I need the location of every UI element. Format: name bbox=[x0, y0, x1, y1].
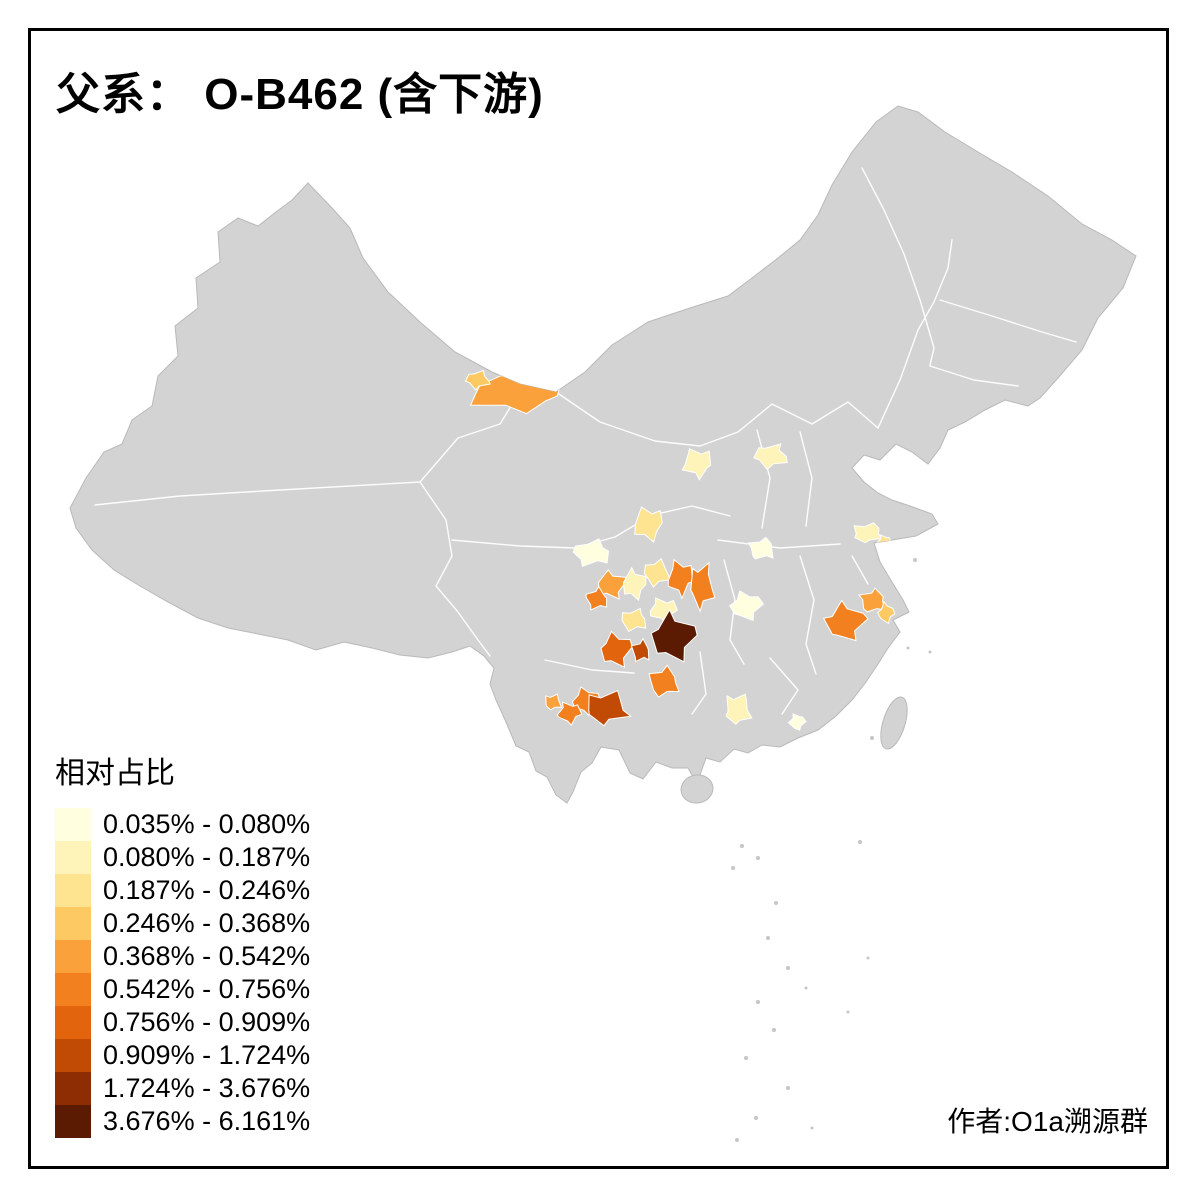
map-region bbox=[634, 506, 663, 543]
map-region bbox=[588, 690, 632, 727]
legend-label: 0.246% - 0.368% bbox=[103, 908, 311, 938]
map-region bbox=[853, 522, 886, 544]
legend-label: 0.756% - 0.909% bbox=[103, 1007, 311, 1037]
map-region bbox=[857, 587, 887, 613]
map-region bbox=[650, 608, 698, 663]
province-borders bbox=[94, 167, 1077, 715]
legend-row: 0.756% - 0.909% bbox=[55, 1006, 310, 1039]
map-region bbox=[572, 538, 610, 567]
map-region bbox=[630, 637, 650, 663]
map-region bbox=[681, 448, 712, 481]
map-region bbox=[747, 536, 774, 560]
legend: 相对占比 0.035% - 0.080% 0.080% - 0.187% 0.187… bbox=[55, 748, 310, 1138]
legend-row: 0.080% - 0.187% bbox=[55, 841, 310, 874]
map-region bbox=[643, 557, 672, 588]
legend-swatch bbox=[55, 1039, 91, 1072]
legend-label: 0.035% - 0.080% bbox=[103, 809, 311, 839]
legend-row: 0.542% - 0.756% bbox=[55, 973, 310, 1006]
legend-label: 0.080% - 0.187% bbox=[103, 842, 311, 872]
map-region bbox=[822, 599, 869, 642]
map-region bbox=[753, 443, 788, 471]
legend-label: 0.542% - 0.756% bbox=[103, 974, 311, 1004]
choropleth-regions bbox=[464, 369, 896, 731]
map-region bbox=[556, 701, 583, 727]
map-region bbox=[464, 369, 491, 391]
map-region bbox=[585, 585, 608, 611]
legend-label: 0.909% - 1.724% bbox=[103, 1040, 311, 1070]
legend-row: 1.724% - 3.676% bbox=[55, 1072, 310, 1105]
legend-swatch bbox=[55, 841, 91, 874]
map-region bbox=[621, 607, 647, 632]
map-region bbox=[600, 630, 633, 669]
map-region bbox=[597, 569, 627, 600]
map-region bbox=[876, 600, 896, 625]
map-region bbox=[729, 590, 765, 622]
legend-label: 0.187% - 0.246% bbox=[103, 875, 311, 905]
legend-label: 3.676% - 6.161% bbox=[103, 1106, 311, 1136]
legend-swatch bbox=[55, 907, 91, 940]
taiwan-island bbox=[880, 696, 908, 750]
map-region bbox=[648, 664, 680, 698]
legend-row: 0.035% - 0.080% bbox=[55, 808, 310, 841]
legend-swatch bbox=[55, 1072, 91, 1105]
map-region bbox=[622, 566, 647, 602]
legend-swatch bbox=[55, 1006, 91, 1039]
legend-rows: 0.035% - 0.080% 0.080% - 0.187% 0.187% - 0… bbox=[55, 808, 310, 1138]
legend-row: 0.368% - 0.542% bbox=[55, 940, 310, 973]
legend-label: 0.368% - 0.542% bbox=[103, 941, 311, 971]
map-region bbox=[690, 561, 716, 613]
legend-row: 0.187% - 0.246% bbox=[55, 874, 310, 907]
legend-swatch bbox=[55, 973, 91, 1006]
legend-title: 相对占比 bbox=[55, 757, 175, 790]
legend-label: 1.724% - 3.676% bbox=[103, 1073, 311, 1103]
hainan-island bbox=[680, 774, 714, 804]
legend-swatch bbox=[55, 808, 91, 841]
legend-row: 3.676% - 6.161% bbox=[55, 1105, 310, 1138]
legend-row: 0.246% - 0.368% bbox=[55, 907, 310, 940]
map-region bbox=[545, 693, 563, 711]
author-credit: 作者:O1a溯源群 bbox=[947, 1106, 1148, 1137]
map-region bbox=[787, 713, 807, 731]
legend-swatch bbox=[55, 940, 91, 973]
legend-swatch bbox=[55, 1105, 91, 1138]
legend-row: 0.909% - 1.724% bbox=[55, 1039, 310, 1072]
map-region bbox=[725, 693, 753, 725]
legend-swatch bbox=[55, 874, 91, 907]
map-region bbox=[667, 558, 694, 600]
sea-islands bbox=[731, 558, 932, 1142]
page-title: 父系： O-B462 (含下游) bbox=[56, 70, 544, 119]
